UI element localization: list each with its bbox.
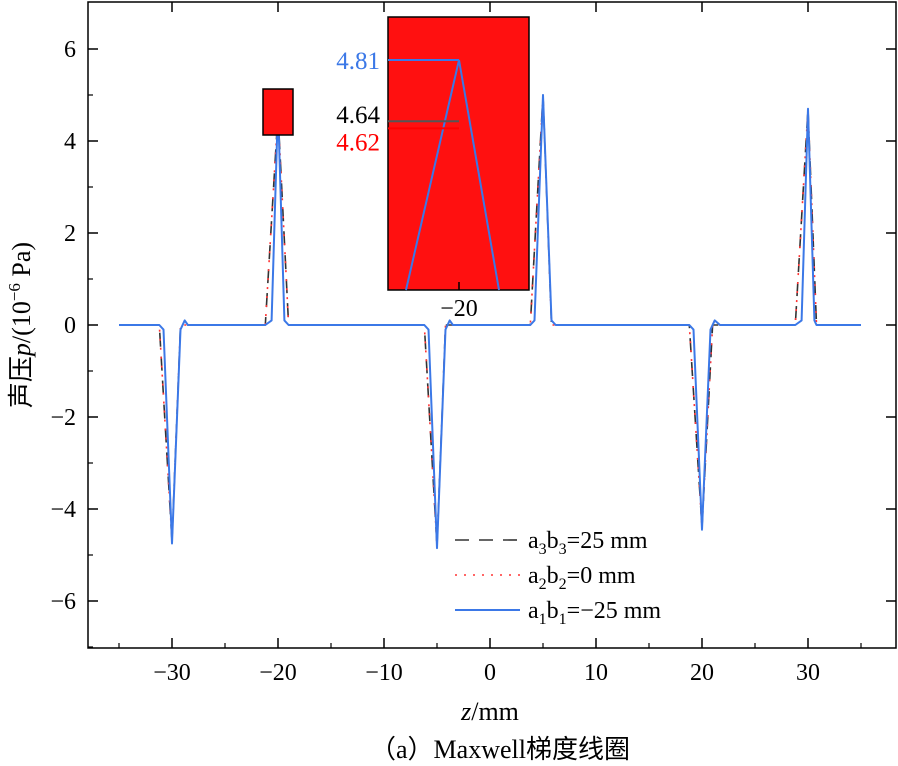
inset-value-label: 4.64	[336, 102, 380, 129]
x-tick-label: 10	[584, 660, 608, 686]
x-axis-title: z/mm	[460, 697, 519, 726]
legend-label-2: a2b2=0 mm	[528, 563, 636, 593]
y-tick-label: −6	[50, 589, 76, 615]
y-axis-title: 声压p/(10−6 Pa)	[5, 242, 36, 408]
series-line-3	[119, 94, 861, 550]
y-tick-label: 2	[64, 221, 76, 247]
x-tick-label: −20	[259, 660, 297, 686]
inset-zoom: 4.81 4.644.62 −20	[262, 16, 530, 322]
y-tick-label: −2	[50, 405, 76, 431]
x-tick-label: −30	[153, 660, 191, 686]
zoom-region-marker	[262, 88, 294, 136]
x-tick-label: 20	[690, 660, 714, 686]
figure-caption: （a）Maxwell梯度线圈	[370, 735, 630, 764]
series-layer	[119, 94, 861, 550]
legend-label-3: a1b1=−25 mm	[528, 598, 661, 628]
inset-tick-label: −20	[440, 296, 478, 322]
inset-value-label: 4.81	[336, 48, 380, 75]
y-tick-label: 6	[64, 37, 76, 63]
x-tick-label: −10	[365, 660, 403, 686]
x-tick-label: 0	[484, 660, 496, 686]
inset-panel	[387, 16, 530, 291]
legend-label-1: a3b3=25 mm	[528, 528, 648, 558]
y-tick-label: −4	[50, 497, 76, 523]
axis-labels: z/mm 声压p/(10−6 Pa) （a）Maxwell梯度线圈	[5, 242, 630, 764]
inset-value-label: 4.62	[336, 129, 380, 156]
legend: a3b3=25 mm a2b2=0 mm a1b1=−25 mm	[455, 528, 661, 628]
x-tick-label: 30	[796, 660, 820, 686]
y-tick-label: 4	[64, 129, 76, 155]
y-tick-label: 0	[64, 313, 76, 339]
